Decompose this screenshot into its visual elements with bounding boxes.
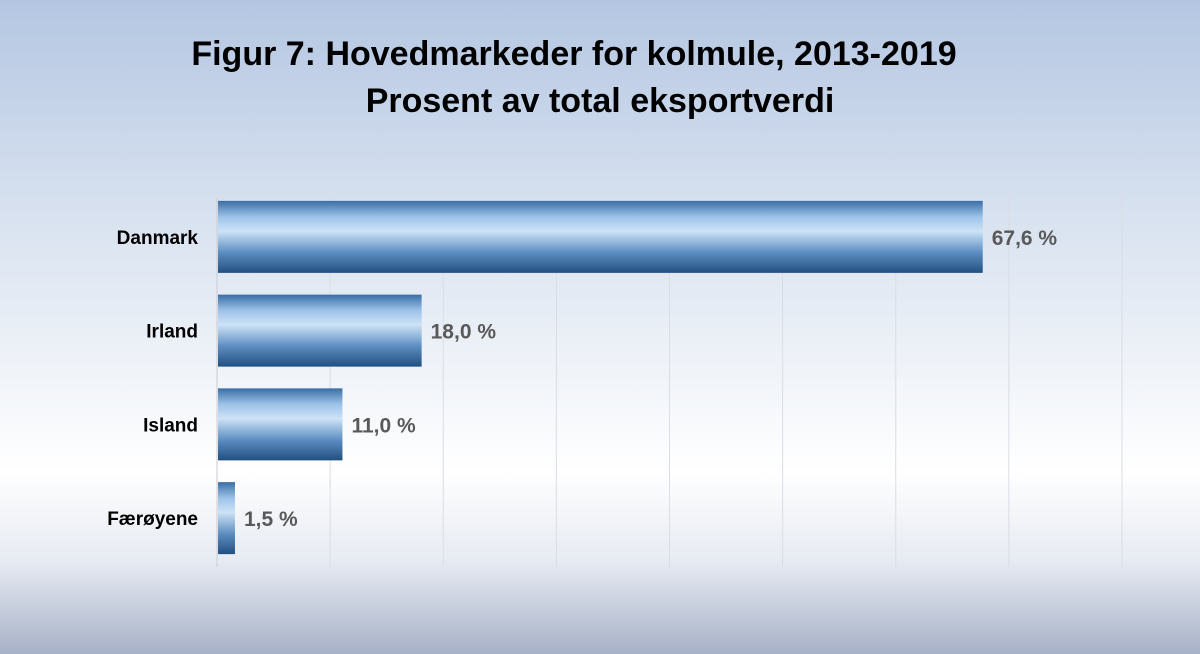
category-label: Danmark: [117, 228, 199, 249]
bar: [218, 388, 343, 461]
value-label: 18,0 %: [431, 321, 497, 344]
category-label: Færøyene: [107, 509, 198, 530]
bar: [218, 200, 983, 273]
value-label: 11,0 %: [351, 414, 416, 437]
chart-subtitle: Prosent av total eksportverdi: [365, 82, 835, 120]
value-label: 1,5 %: [244, 508, 298, 531]
category-label: Island: [143, 415, 198, 436]
bar: [218, 294, 422, 367]
chart-title: Figur 7: Hovedmarkeder for kolmule, 2013…: [191, 35, 957, 73]
bars: Danmark 67,6 % Irland 18,0 % Island 11,0 % Fær…: [107, 200, 1058, 555]
bar: [218, 482, 235, 555]
category-label: Irland: [146, 322, 198, 343]
value-label: 67,6 %: [992, 227, 1058, 250]
